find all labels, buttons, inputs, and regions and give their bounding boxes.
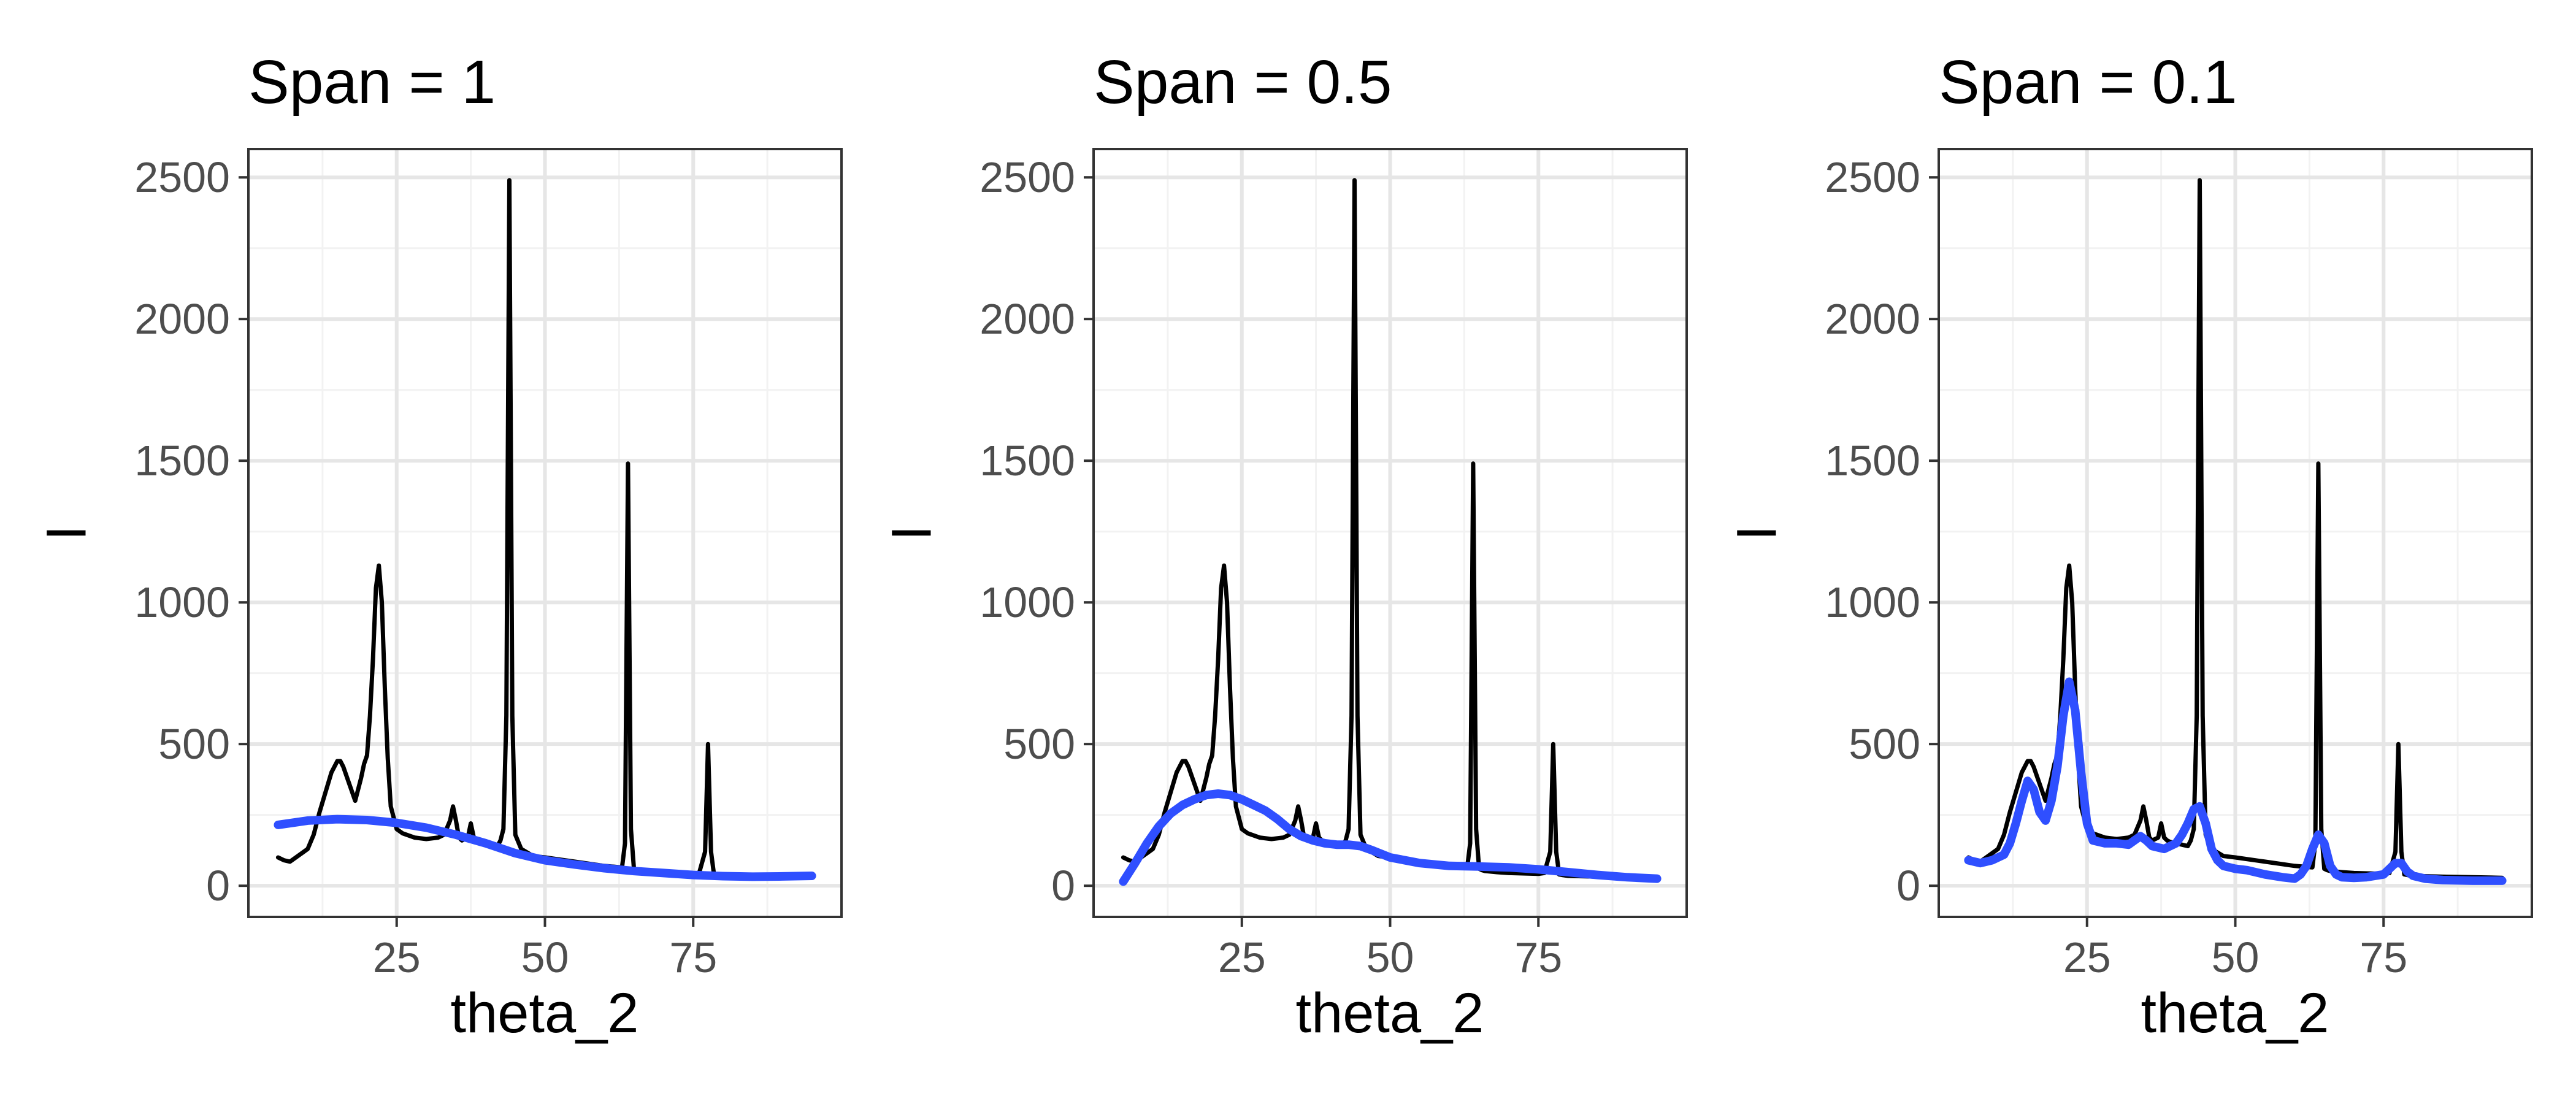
y-tick-label: 1500 bbox=[1825, 437, 1920, 485]
y-axis-label: I bbox=[35, 525, 98, 541]
y-tick-label: 0 bbox=[1051, 862, 1075, 910]
y-tick-label: 0 bbox=[206, 862, 230, 910]
x-tick-label: 50 bbox=[2212, 933, 2260, 981]
y-tick-label: 2000 bbox=[979, 295, 1075, 343]
series-smooth-line bbox=[274, 815, 816, 881]
y-tick-label: 2500 bbox=[134, 153, 230, 201]
panel-title: Span = 0.1 bbox=[1939, 48, 2237, 117]
y-tick-label: 0 bbox=[1896, 862, 1920, 910]
series-raw-line bbox=[1121, 178, 1660, 880]
panel-title: Span = 1 bbox=[248, 48, 496, 117]
x-tick-label: 75 bbox=[669, 933, 717, 981]
series-smooth-line bbox=[1964, 677, 2507, 885]
x-tick-label: 75 bbox=[2359, 933, 2407, 981]
y-tick-label: 1000 bbox=[1825, 578, 1920, 626]
y-tick-label: 2500 bbox=[979, 153, 1075, 201]
panel-body: 25 50 75 0 500 1000 1500 2000 2500 bbox=[979, 148, 1688, 981]
y-tick-label: 500 bbox=[158, 720, 230, 768]
x-tick-label: 50 bbox=[1367, 933, 1414, 981]
y-tick-label: 1500 bbox=[134, 437, 230, 485]
x-axis-label: theta_2 bbox=[451, 982, 639, 1045]
x-tick-label: 25 bbox=[2063, 933, 2111, 981]
x-tick-label: 50 bbox=[521, 933, 569, 981]
y-tick-label: 1000 bbox=[979, 578, 1075, 626]
y-tick-label: 500 bbox=[1003, 720, 1075, 768]
x-tick-label: 25 bbox=[1218, 933, 1266, 981]
y-tick-label: 2500 bbox=[1825, 153, 1920, 201]
panel-title: Span = 0.5 bbox=[1094, 48, 1392, 117]
panel-body: 25 50 75 0 500 1000 1500 2000 2500 bbox=[134, 148, 843, 981]
y-tick-label: 500 bbox=[1849, 720, 1920, 768]
panel-body: 25 50 75 0 500 1000 1500 2000 2500 bbox=[1825, 148, 2533, 981]
y-tick-label: 2000 bbox=[134, 295, 230, 343]
y-tick-label: 1500 bbox=[979, 437, 1075, 485]
facet-panel-1: Span = 1 25 50 75 0 500 1000 1500 2000 2500 I th… bbox=[35, 48, 843, 1045]
x-axis-label: theta_2 bbox=[1296, 982, 1484, 1045]
x-tick-label: 75 bbox=[1514, 933, 1562, 981]
x-tick-label: 25 bbox=[373, 933, 421, 981]
y-axis-label: I bbox=[880, 525, 943, 541]
y-axis-label: I bbox=[1725, 525, 1788, 541]
series-smooth-line bbox=[1119, 789, 1662, 886]
y-tick-label: 1000 bbox=[134, 578, 230, 626]
x-axis-label: theta_2 bbox=[2141, 982, 2329, 1045]
y-tick-label: 2000 bbox=[1825, 295, 1920, 343]
